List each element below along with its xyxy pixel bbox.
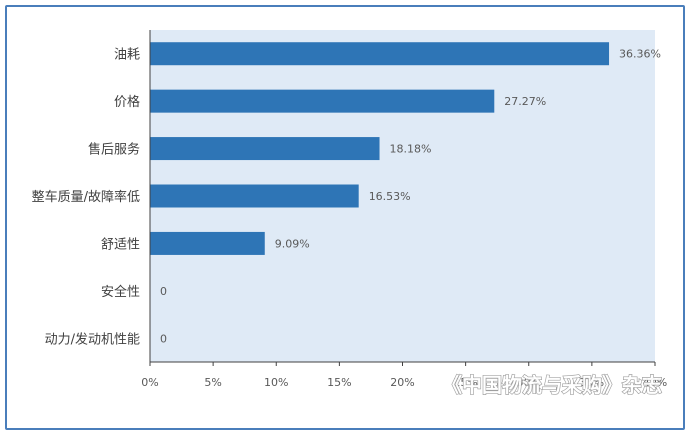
category-label-3: 整车质量/故障率低 [32,189,140,205]
category-label-1: 价格 [114,94,140,110]
x-tick-label-5: 25% [453,376,477,389]
value-label-5: 0 [160,285,167,298]
category-label-0: 油耗 [114,48,140,63]
value-label-3: 16.53% [369,190,411,203]
x-tick-label-7: 35% [580,376,604,389]
category-label-4: 舒适性 [101,237,140,252]
bar-1 [150,89,495,113]
bar-3 [150,184,359,208]
watermark-text: 《中国物流与采购》杂志 [442,373,662,397]
value-label-1: 27.27% [504,95,546,108]
category-label-2: 售后服务 [88,142,140,158]
bar-0 [150,42,610,66]
value-label-6: 0 [160,332,167,345]
bar-2 [150,137,380,161]
x-tick-label-1: 5% [204,376,221,389]
x-tick-label-2: 10% [264,376,288,389]
x-tick-label-0: 0% [141,376,158,389]
x-tick-label-6: 30% [517,376,541,389]
x-tick-label-4: 20% [390,376,414,389]
category-label-5: 安全性 [101,284,140,300]
value-label-4: 9.09% [275,237,310,250]
x-tick-label-8: 40% [643,376,667,389]
value-label-2: 18.18% [390,143,432,156]
x-tick-label-3: 15% [327,376,351,389]
value-label-0: 36.36% [619,48,661,61]
bar-4 [150,231,265,255]
category-label-6: 动力/发动机性能 [45,331,140,347]
